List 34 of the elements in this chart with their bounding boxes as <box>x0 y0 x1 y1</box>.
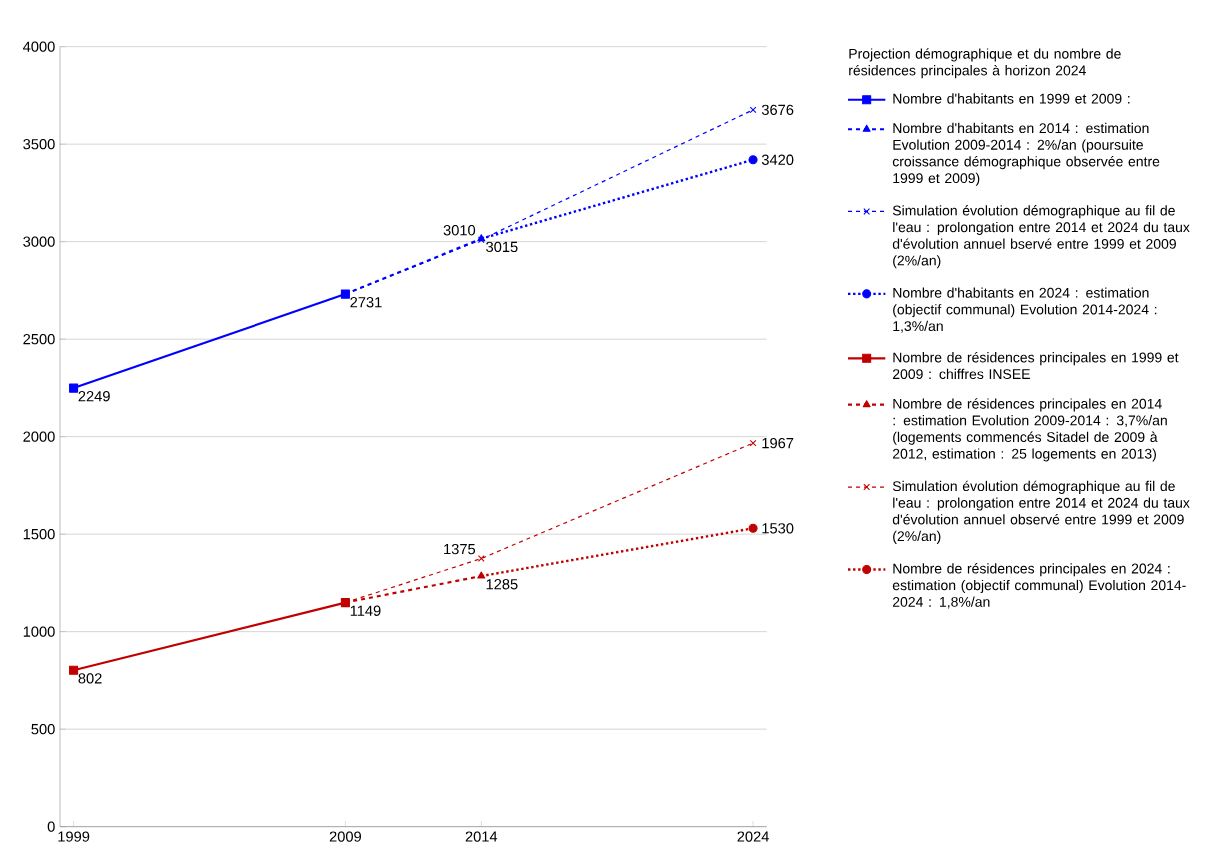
legend-title: Projection démographique et du nombre de résidences principales à horizon 2024 <box>849 48 1121 79</box>
y-tick-label: 4000 <box>23 41 55 52</box>
x-tick-label: 2024 <box>737 831 769 842</box>
y-tick-label: 1500 <box>23 528 55 540</box>
legend-label: Nombre d'habitants en 1999 et 2009 : <box>893 93 1130 104</box>
y-tick-label: 3000 <box>23 236 55 247</box>
legend-label: Nombre d'habitants en 2014 : estimation Evolution 2009-2014 : 2%/an (poursuite croissance démographique observée entre 1999 et 2009) <box>892 122 1160 186</box>
x-tick-label: 1999 <box>58 831 90 842</box>
legend-label: Simulation évolution démographique au fil de l'eau : prolongation entre 2014 et 2024 du taux d'évolution annuel bservé entre 1999 et 2009 (2%/an) <box>892 205 1190 269</box>
legend-label: Nombre d'habitants en 2024 : estimation (objectif communal) Evolution 2014-2024 : 1,3%/an <box>893 287 1157 333</box>
data-label: 802 <box>78 673 102 684</box>
x-tick-label: 2014 <box>465 831 498 842</box>
y-tick-label: 3500 <box>23 138 55 150</box>
y-tick-label: 2500 <box>23 333 55 345</box>
data-label: 1530 <box>762 523 794 534</box>
x-tick-label: 2009 <box>329 831 361 842</box>
data-label: 1149 <box>350 605 381 616</box>
legend-label: Nombre de résidences principales en 2024 : estimation (objectif communal) Evolution 2014-2024 : 1,8%/an <box>892 563 1186 609</box>
legend-label: Nombre de résidences principales en 2014 : estimation Evolution 2009-2014 : 3,7%/an (logements commencés Sitadel de 2009 à 2012, estimation : 25 logements en 2013) <box>892 398 1167 462</box>
y-tick-label: 2000 <box>23 431 55 442</box>
y-tick-label: 1000 <box>23 626 55 637</box>
data-label: 3420 <box>761 154 794 165</box>
data-label: 3015 <box>486 241 518 253</box>
data-label: 3676 <box>761 104 794 116</box>
data-label: 1967 <box>762 437 794 449</box>
data-label: 2249 <box>78 391 110 402</box>
data-label: 1375 <box>444 543 476 555</box>
data-label: 1285 <box>486 579 518 590</box>
legend-label: Nombre de résidences principales en 1999 et 2009 : chiffres INSEE <box>892 351 1179 380</box>
y-tick-label: 0 <box>47 821 55 832</box>
legend-label: Simulation évolution démographique au fil de l'eau : prolongation entre 2014 et 2024 du taux d'évolution annuel observé entre 1999 et 2009 (2%/an) <box>892 480 1190 544</box>
data-label: 3010 <box>443 225 476 236</box>
y-tick-label: 500 <box>31 723 55 735</box>
data-label: 2731 <box>350 297 382 308</box>
